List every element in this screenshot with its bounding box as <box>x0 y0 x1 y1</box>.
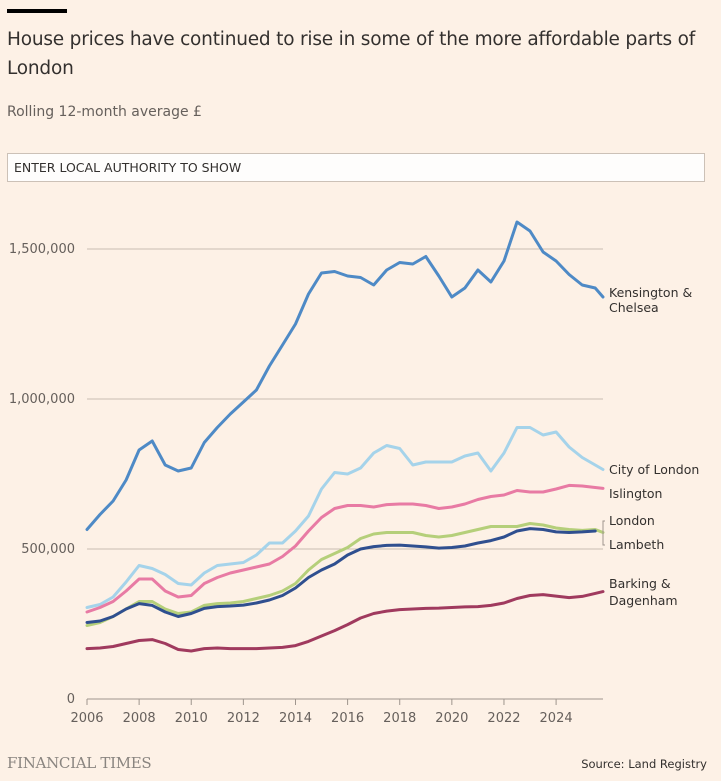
series-label: Barking & <box>609 576 671 591</box>
x-tick-label: 2012 <box>227 711 260 726</box>
series-line-city-of-london <box>85 426 605 609</box>
x-tick-label: 2010 <box>175 711 208 726</box>
series-line-barking-dagenham <box>85 590 605 653</box>
series-labels: Kensington &Chelsea City of London Islingt… <box>602 285 699 608</box>
x-tick-label: 2014 <box>279 711 312 726</box>
chart-title: House prices have continued to rise in s… <box>7 29 696 79</box>
local-authority-search[interactable] <box>7 153 705 182</box>
y-axis: 0 500,000 1,000,000 1,500,000 <box>9 242 75 707</box>
series-line-london <box>85 522 605 627</box>
y-tick-label: 0 <box>67 692 75 707</box>
ft-logo: FINANCIAL TIMES <box>7 754 152 772</box>
x-tick-label: 2008 <box>123 711 156 726</box>
y-tick-label: 1,500,000 <box>9 242 75 257</box>
series-label: Islington <box>609 486 662 501</box>
x-axis: 2006 2008 2010 2012 2014 2016 2018 2020 2022 2024 <box>70 698 603 726</box>
series-label: London <box>609 513 655 528</box>
local-authority-input[interactable] <box>8 154 704 181</box>
label-bracket <box>602 520 605 546</box>
gridlines <box>87 248 603 550</box>
y-tick-label: 1,000,000 <box>9 392 75 407</box>
series-line-islington <box>85 483 605 614</box>
series-label: Chelsea <box>609 300 659 315</box>
x-tick-label: 2018 <box>383 711 416 726</box>
x-tick-label: 2016 <box>331 711 364 726</box>
y-tick-label: 500,000 <box>21 542 75 557</box>
chart-subtitle: Rolling 12-month average £ <box>7 104 202 120</box>
x-tick-label: 2020 <box>435 711 468 726</box>
series-label: Lambeth <box>609 537 664 552</box>
brand-bar <box>7 9 67 13</box>
series-lines <box>85 220 605 653</box>
series-label: Kensington & <box>609 285 692 300</box>
series-line-lambeth <box>85 527 597 624</box>
source-note: Source: Land Registry <box>581 757 707 771</box>
series-line-kensington-chelsea <box>85 220 605 531</box>
series-label: City of London <box>609 462 699 477</box>
series-label: Dagenham <box>609 593 678 608</box>
x-tick-label: 2006 <box>70 711 103 726</box>
x-tick-label: 2022 <box>487 711 520 726</box>
x-tick-label: 2024 <box>540 711 573 726</box>
